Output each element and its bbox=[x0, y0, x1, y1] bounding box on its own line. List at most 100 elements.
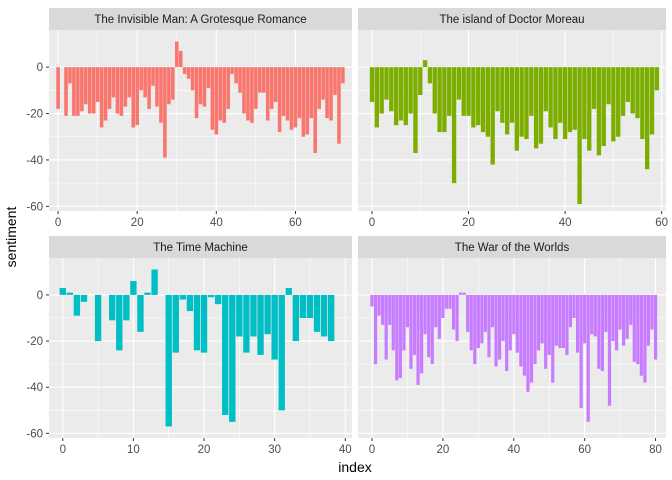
x-tick-label: 20 bbox=[436, 444, 449, 456]
bar bbox=[190, 67, 195, 91]
bar bbox=[654, 67, 659, 91]
bar bbox=[551, 294, 555, 383]
bar bbox=[229, 294, 236, 422]
bar bbox=[151, 269, 158, 295]
facet-strip bbox=[49, 8, 352, 30]
bar bbox=[214, 67, 219, 135]
bar bbox=[579, 294, 583, 408]
x-tick-label: 0 bbox=[55, 217, 61, 229]
bar bbox=[629, 294, 633, 325]
bar bbox=[80, 294, 88, 302]
bar bbox=[591, 67, 597, 109]
bar bbox=[297, 67, 302, 119]
bar bbox=[572, 67, 577, 130]
bar bbox=[178, 50, 183, 68]
bar bbox=[554, 294, 558, 346]
bar bbox=[653, 294, 658, 360]
bar bbox=[577, 67, 582, 205]
bar bbox=[444, 294, 449, 309]
bar bbox=[611, 294, 615, 342]
bar bbox=[234, 67, 238, 84]
x-tick-label: 0 bbox=[369, 444, 375, 456]
bar bbox=[87, 67, 92, 114]
bar bbox=[381, 294, 385, 325]
bar bbox=[123, 294, 130, 321]
bar bbox=[515, 294, 519, 353]
bar bbox=[490, 294, 495, 328]
bar bbox=[514, 67, 519, 151]
y-tick-label: -40 bbox=[26, 382, 43, 394]
bar bbox=[94, 294, 102, 342]
bar bbox=[561, 294, 565, 348]
x-tick-label: 30 bbox=[268, 444, 281, 456]
bar bbox=[337, 67, 341, 144]
facet-strip-title: The War of the Worlds bbox=[455, 242, 570, 254]
facet-strip-title: The island of Doctor Moreau bbox=[439, 14, 584, 26]
bar bbox=[393, 67, 399, 126]
bar bbox=[309, 67, 314, 119]
bar bbox=[596, 67, 602, 156]
bar bbox=[462, 292, 466, 295]
bar bbox=[200, 294, 208, 353]
bar bbox=[533, 294, 537, 365]
bar bbox=[258, 67, 262, 93]
bar bbox=[313, 67, 317, 153]
bar bbox=[99, 67, 104, 128]
bar bbox=[590, 294, 594, 335]
bar bbox=[519, 67, 524, 137]
bar bbox=[505, 67, 510, 135]
bar bbox=[547, 294, 551, 355]
bar bbox=[607, 294, 612, 406]
bar bbox=[476, 294, 480, 348]
bar bbox=[587, 67, 592, 151]
bar bbox=[456, 67, 462, 100]
bar bbox=[182, 67, 187, 75]
bar bbox=[299, 294, 307, 318]
bar bbox=[639, 294, 643, 376]
bar bbox=[413, 67, 418, 153]
bar bbox=[416, 294, 420, 385]
bar bbox=[59, 288, 66, 295]
bar bbox=[636, 294, 640, 365]
bar bbox=[172, 294, 179, 353]
bar bbox=[285, 288, 292, 295]
bar bbox=[163, 67, 167, 158]
panel-background bbox=[49, 258, 352, 438]
bar bbox=[572, 294, 576, 318]
bar bbox=[553, 67, 558, 140]
y-tick-label: 0 bbox=[37, 62, 43, 74]
bar bbox=[56, 67, 60, 109]
y-tick-label: -40 bbox=[26, 155, 43, 167]
bar bbox=[374, 67, 379, 128]
bar bbox=[391, 294, 395, 351]
bar bbox=[536, 294, 541, 351]
y-tick-label: 0 bbox=[37, 290, 43, 302]
bar bbox=[498, 294, 502, 360]
bar bbox=[586, 294, 590, 422]
bar bbox=[616, 67, 621, 137]
bar bbox=[558, 294, 562, 348]
bar bbox=[137, 294, 144, 332]
bar bbox=[614, 294, 619, 351]
bar bbox=[538, 67, 544, 144]
bar bbox=[650, 294, 654, 330]
bar bbox=[370, 294, 374, 307]
bar bbox=[198, 67, 203, 105]
bar bbox=[451, 294, 456, 330]
facet-strip bbox=[358, 236, 666, 258]
bar bbox=[422, 60, 428, 68]
bar bbox=[171, 67, 175, 100]
facet-strip-title: The Invisible Man: A Grotesque Romance bbox=[94, 14, 306, 26]
bar bbox=[625, 294, 629, 339]
bar bbox=[469, 294, 473, 351]
bar bbox=[72, 67, 76, 116]
bar bbox=[369, 67, 375, 102]
x-tick-label: 60 bbox=[578, 444, 591, 456]
bar bbox=[68, 67, 72, 84]
bar bbox=[540, 294, 544, 344]
x-tick-label: 60 bbox=[655, 217, 668, 229]
bar bbox=[395, 294, 399, 381]
bar bbox=[611, 67, 616, 142]
x-tick-label: 80 bbox=[649, 444, 662, 456]
